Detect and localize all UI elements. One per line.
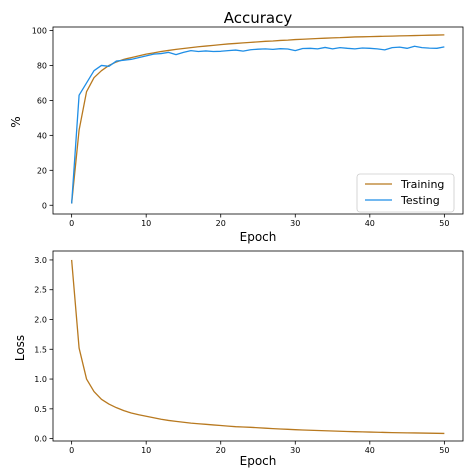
y-tick-label: 100 (32, 26, 47, 35)
x-tick-label: 50 (439, 219, 449, 228)
x-tick-label: 50 (439, 446, 449, 455)
legend-label-testing: Testing (400, 194, 440, 207)
x-tick-label: 10 (141, 219, 151, 228)
y-tick-label: 60 (37, 96, 47, 105)
accuracy-y-axis-label: % (9, 116, 23, 127)
x-tick-label: 40 (365, 446, 375, 455)
y-tick-label: 0 (42, 201, 47, 210)
x-tick-label: 0 (69, 219, 74, 228)
accuracy-chart: Accuracy % Epoch 0 10 20 30 40 50 0 20 40 60 80 100… (9, 9, 464, 244)
legend-label-training: Training (400, 178, 444, 191)
x-tick-label: 20 (216, 446, 226, 455)
y-tick-label: 1.5 (34, 345, 47, 354)
loss-chart: Loss Epoch 0 10 20 30 40 50 0.0 0.5 1.0 1.5 2.0 2.5… (13, 250, 464, 468)
y-tick-label: 0.0 (34, 435, 47, 444)
y-tick-label: 0.5 (34, 405, 47, 414)
accuracy-series-line-testing (70, 45, 445, 204)
y-tick-label: 1.0 (34, 375, 47, 384)
y-tick-label: 20 (37, 166, 47, 175)
x-tick-label: 20 (216, 219, 226, 228)
x-tick-label: 10 (141, 446, 151, 455)
x-tick-label: 40 (365, 219, 375, 228)
accuracy-series-line-training (70, 34, 445, 204)
y-tick-label: 2.0 (34, 315, 47, 324)
accuracy-plot-frame (52, 26, 464, 215)
loss-x-axis-label: Epoch (240, 454, 277, 468)
y-tick-label: 80 (37, 61, 47, 70)
y-tick-label: 40 (37, 131, 47, 140)
y-tick-label: 3.0 (34, 256, 47, 265)
x-tick-label: 30 (290, 446, 300, 455)
loss-y-axis-label: Loss (13, 335, 27, 361)
x-tick-label: 0 (69, 446, 74, 455)
y-tick-label: 2.5 (34, 286, 47, 295)
accuracy-legend: Training Testing (356, 173, 455, 213)
loss-plot-frame (52, 250, 464, 442)
x-tick-label: 30 (290, 219, 300, 228)
loss-series-line-loss (70, 259, 445, 435)
accuracy-chart-title: Accuracy (224, 9, 293, 27)
accuracy-x-axis-label: Epoch (240, 230, 277, 244)
